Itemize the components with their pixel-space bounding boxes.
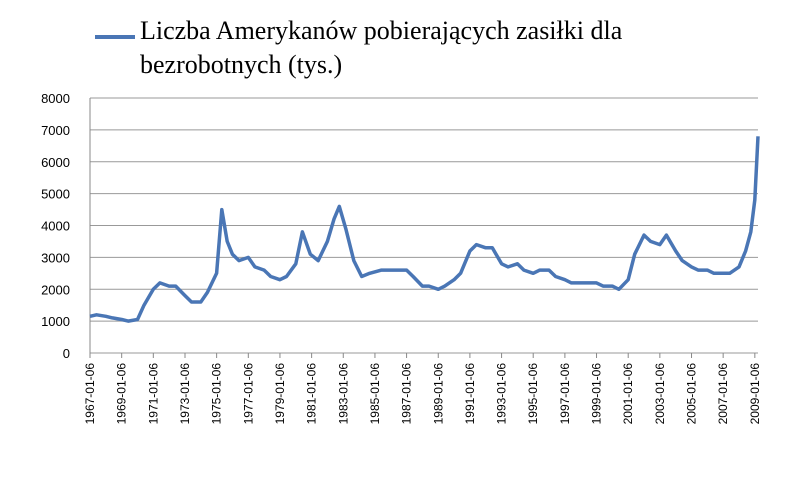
x-tick-label: 1993-01-06 <box>495 363 509 425</box>
y-tick-label: 3000 <box>41 250 70 265</box>
x-tick-label: 1997-01-06 <box>558 363 572 425</box>
x-tick-label: 1991-01-06 <box>463 363 477 425</box>
x-tick-label: 1969-01-06 <box>115 363 129 425</box>
x-tick-label: 2009-01-06 <box>748 363 762 425</box>
x-tick-label: 2003-01-06 <box>653 363 667 425</box>
x-tick-label: 1967-01-06 <box>83 363 97 425</box>
x-tick-label: 2005-01-06 <box>685 363 699 425</box>
x-tick-label: 1975-01-06 <box>210 363 224 425</box>
x-tick-label: 1995-01-06 <box>526 363 540 425</box>
x-tick-label: 1999-01-06 <box>590 363 604 425</box>
x-tick-label: 1979-01-06 <box>273 363 287 425</box>
legend-label: Liczba Amerykanów pobierających zasiłki … <box>140 16 623 79</box>
x-tick-label: 1989-01-06 <box>431 363 445 425</box>
x-tick-label: 2001-01-06 <box>621 363 635 425</box>
x-tick-label: 1977-01-06 <box>241 363 255 425</box>
data-line <box>89 136 760 323</box>
y-tick-label: 1000 <box>41 314 70 329</box>
x-tick-label: 1973-01-06 <box>178 363 192 425</box>
y-tick-label: 5000 <box>41 187 70 202</box>
x-tick-label: 2007-01-06 <box>716 363 730 425</box>
x-tick-label: 1985-01-06 <box>368 363 382 425</box>
x-tick-label: 1987-01-06 <box>400 363 414 425</box>
y-tick-label: 4000 <box>41 219 70 234</box>
y-tick-label: 8000 <box>41 91 70 106</box>
x-tick-label: 1983-01-06 <box>336 363 350 425</box>
y-tick-label: 2000 <box>41 282 70 297</box>
y-tick-label: 0 <box>63 346 70 361</box>
x-tick-label: 1971-01-06 <box>146 363 160 425</box>
y-tick-label: 6000 <box>41 155 70 170</box>
x-tick-label: 1981-01-06 <box>305 363 319 425</box>
y-tick-label: 7000 <box>41 123 70 138</box>
